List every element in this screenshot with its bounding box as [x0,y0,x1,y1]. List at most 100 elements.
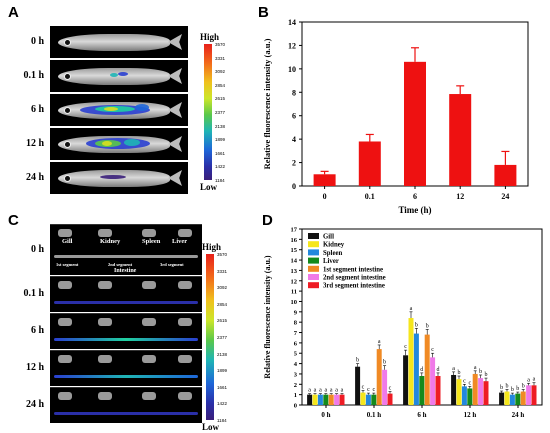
significance-letter: a [330,388,333,394]
bar [376,349,382,405]
bar [339,394,345,405]
panel-b-letter: B [258,4,269,21]
legend-label: 1st segment intestine [323,266,383,273]
x-tick-label: 12 h [464,411,477,419]
fish-tail [168,136,182,152]
organ-tissue [178,229,192,237]
bar [358,141,381,186]
y-tick-label: 7 [294,330,298,337]
significance-letter: a [533,377,536,383]
panel-c-colorbar-tick: 2615 [217,318,228,324]
panel-a-colorbar-tick: 1422 [215,164,226,170]
bar [424,334,430,405]
panel-a-fish-image [50,60,188,92]
panel-a-row-label: 12 h [25,138,44,149]
fluorescence-signal [135,104,149,111]
organ-tissue [98,229,112,237]
legend-label: Gill [323,234,334,241]
bar [449,94,472,186]
significance-letter: d [437,367,440,373]
bar [334,394,340,405]
bar [413,333,419,405]
fluorescence-signal [104,107,118,111]
panel-a-row-label: 24 h [25,172,44,183]
panel-a-colorbar-tick: 2854 [215,82,226,88]
bar [360,392,366,405]
panel-c-segment-label: 2nd segment [108,262,133,267]
x-tick-label: 6 [413,192,417,201]
intestine-strip [54,255,198,258]
panel-c-letter: C [8,212,19,229]
significance-letter: b [522,383,525,389]
organ-tissue [178,318,192,326]
panel-c-tissue-row [50,276,202,312]
bar [478,378,484,405]
significance-letter: a [341,388,344,394]
y-tick-label: 13 [291,268,298,275]
organ-tissue [98,355,112,363]
bar [499,392,505,405]
bar [328,394,334,405]
panel-d-letter: D [262,212,273,229]
significance-letter: d [420,367,423,373]
panel-a-row-label: 0.1 h [23,70,44,81]
bar [461,386,467,405]
organ-tissue [142,392,156,400]
y-tick-label: 0 [294,403,297,410]
significance-letter: b [479,369,482,375]
y-axis-label: Relative fluorescence intensity (a.u.) [262,38,272,169]
bar [404,61,426,187]
bar [451,374,457,405]
intestine-strip [54,338,198,341]
panel-c-colorbar-tick: 2854 [217,301,228,307]
significance-letter: a [319,388,322,394]
fish-tail [168,102,182,118]
y-tick-label: 12 [291,278,298,285]
bar [371,394,377,405]
panel-c-row-label: 6 h [30,325,44,336]
bar [408,318,414,405]
fluorescence-signal [102,141,112,146]
panel-a-colorbar-tick: 2615 [215,96,226,102]
y-tick-label: 8 [294,320,298,327]
organ-tissue [58,229,72,237]
bar [365,394,371,405]
panel-c-colorbar-tick: 3092 [217,285,228,291]
x-tick-label: 0.1 h [367,411,382,419]
bar [435,376,441,405]
legend-swatch [308,282,319,289]
panel-a-colorbar-tick: 1899 [215,137,226,143]
significance-letter: c [367,387,370,393]
y-tick-label: 6 [294,340,298,347]
y-tick-label: 11 [291,289,297,296]
bar [355,366,361,405]
organ-tissue [178,281,192,289]
organ-tissue [98,392,112,400]
bar [467,388,473,405]
panel-a-colorbar-tick: 1661 [215,150,226,156]
bar [515,393,521,405]
y-tick-label: 2 [292,159,296,168]
fish-tail [168,34,182,50]
bar [317,394,323,405]
bar [456,379,462,405]
panel-c-row-label: 12 h [25,362,44,373]
y-tick-label: 3 [294,371,298,378]
panel-a-colorbar-tick: 2138 [215,123,226,129]
panel-c-organ-label: Spleen [142,238,161,245]
x-tick-label: 24 h [512,411,525,419]
legend-swatch [308,274,319,280]
y-tick-label: 10 [288,65,296,74]
y-tick-label: 2 [294,382,297,389]
panel-a-colorbar-tick: 2377 [215,110,226,115]
bar [531,385,537,405]
bar [520,391,526,405]
fish-eye [64,175,71,182]
organ-tissue [58,318,72,326]
fluorescence-signal [100,175,126,179]
y-tick-label: 6 [292,112,296,121]
y-tick-label: 16 [291,237,298,244]
intestine-strip [54,375,198,378]
panel-a-colorbar-high-label: High [200,32,220,42]
significance-letter: c [431,347,434,353]
